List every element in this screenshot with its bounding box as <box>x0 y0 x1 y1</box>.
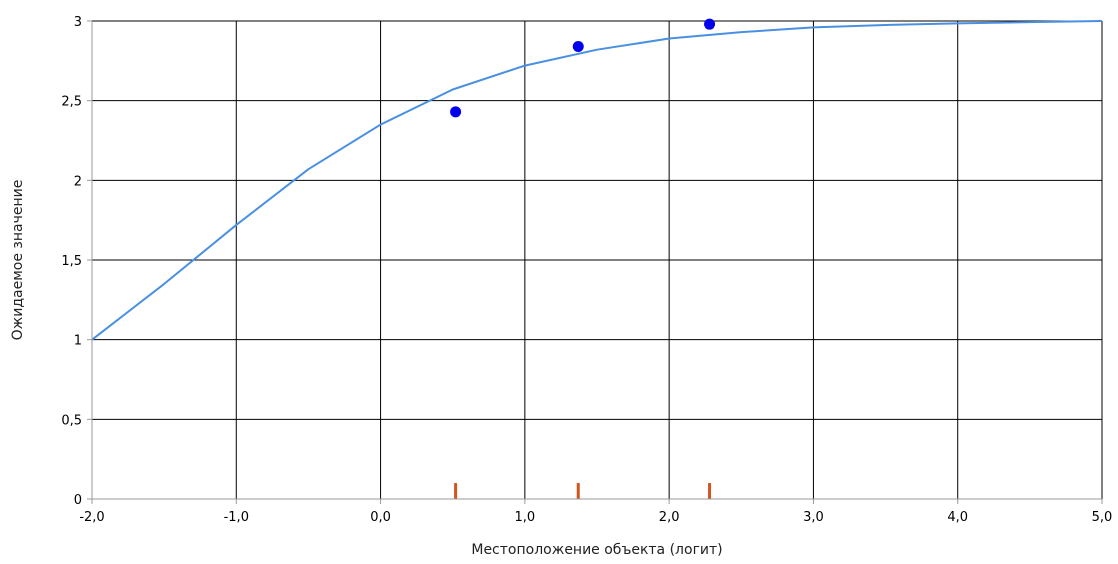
y-tick-labels: 0 0,5 1 1,5 2 2,5 3 <box>61 15 82 508</box>
y-tick-label: 2 <box>74 174 82 189</box>
x-tick-labels: -2,0 -1,0 0,0 1,0 2,0 3,0 4,0 5,0 <box>79 510 1112 525</box>
point-layer <box>450 18 716 118</box>
observed-point <box>572 40 584 52</box>
y-tick-label: 0,5 <box>61 413 82 428</box>
y-tick-label: 2,5 <box>61 95 82 110</box>
grid <box>92 20 1103 499</box>
axes <box>87 20 1103 504</box>
x-tick-label: 5,0 <box>1092 510 1113 525</box>
observed-point <box>450 106 462 118</box>
curve-layer <box>91 20 1103 341</box>
y-axis-title: Ожидаемое значение <box>10 180 26 341</box>
x-tick-label: -1,0 <box>224 510 249 525</box>
x-tick-label: 0,0 <box>370 510 391 525</box>
x-tick-label: 1,0 <box>515 510 536 525</box>
observed-point <box>704 18 716 30</box>
x-tick-label: 3,0 <box>803 510 824 525</box>
expected-value-curve <box>91 20 1103 341</box>
x-tick-label: 2,0 <box>659 510 680 525</box>
marker-layer <box>454 483 712 499</box>
x-tick-label: 4,0 <box>947 510 968 525</box>
y-tick-label: 1,5 <box>61 254 82 269</box>
y-tick-label: 0 <box>74 493 82 508</box>
y-tick-label: 1 <box>74 334 82 349</box>
x-axis-title: Местоположение объекта (логит) <box>471 542 722 558</box>
x-tick-label: -2,0 <box>79 510 104 525</box>
y-tick-label: 3 <box>74 15 82 30</box>
